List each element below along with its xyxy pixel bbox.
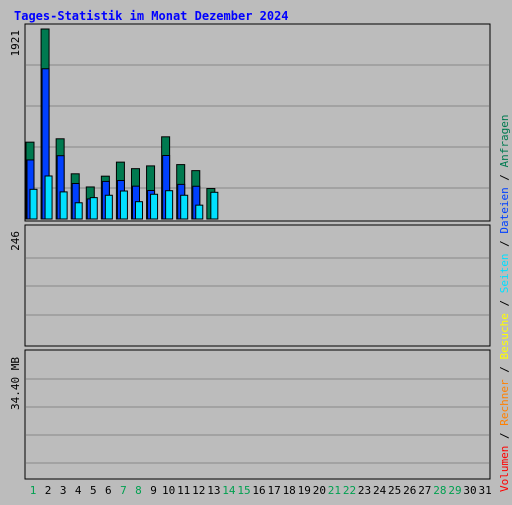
legend-item-rechner: Rechner [498, 379, 511, 426]
x-tick-label-29: 29 [448, 484, 461, 497]
bar-seiten-8 [134, 201, 143, 220]
bar-seiten-10 [165, 190, 174, 220]
x-tick-label-10: 10 [162, 484, 175, 497]
x-tick-label-23: 23 [358, 484, 371, 497]
bar-seiten-9 [150, 193, 159, 220]
bar-seiten-13 [210, 191, 219, 220]
chart-title: Tages-Statistik im Monat Dezember 2024 [14, 9, 289, 23]
x-tick-label-14: 14 [222, 484, 236, 497]
bar-seiten-6 [104, 194, 113, 220]
x-tick-label-8: 8 [135, 484, 142, 497]
x-tick-label-28: 28 [433, 484, 446, 497]
legend-separator: / [498, 360, 511, 380]
x-tick-label-4: 4 [75, 484, 82, 497]
bar-seiten-5 [89, 197, 98, 220]
legend-item-anfragen: Anfragen [498, 114, 511, 167]
x-tick-label-17: 17 [267, 484, 280, 497]
x-tick-label-13: 13 [207, 484, 220, 497]
legend-item-seiten: Seiten [498, 254, 511, 294]
x-tick-label-3: 3 [60, 484, 67, 497]
x-tick-label-18: 18 [283, 484, 296, 497]
y-max-label-1: 1921 [9, 30, 22, 57]
x-tick-label-21: 21 [328, 484, 341, 497]
x-tick-label-30: 30 [463, 484, 476, 497]
legend-separator: / [498, 167, 511, 187]
y-max-label-2: 246 [9, 231, 22, 251]
legend: Volumen / Rechner / Besuche / Seiten / D… [498, 114, 511, 492]
x-tick-label-24: 24 [373, 484, 387, 497]
bar-seiten-2 [44, 175, 53, 220]
panels-layer [24, 23, 491, 480]
x-tick-label-12: 12 [192, 484, 205, 497]
panel-frame-3 [24, 349, 491, 480]
x-tick-label-6: 6 [105, 484, 112, 497]
x-tick-label-19: 19 [298, 484, 311, 497]
bars-layer [25, 28, 219, 220]
bar-seiten-7 [119, 190, 128, 220]
bar-seiten-3 [59, 191, 68, 220]
x-tick-label-2: 2 [45, 484, 52, 497]
x-tick-label-7: 7 [120, 484, 127, 497]
x-tick-label-26: 26 [403, 484, 416, 497]
x-tick-label-15: 15 [237, 484, 250, 497]
legend-item-dateien: Dateien [498, 187, 511, 233]
legend-item-volumen: Volumen [498, 446, 511, 492]
x-tick-label-25: 25 [388, 484, 401, 497]
x-tick-label-1: 1 [30, 484, 37, 497]
x-tick-label-9: 9 [150, 484, 157, 497]
x-tick-label-16: 16 [252, 484, 265, 497]
x-tick-label-31: 31 [478, 484, 491, 497]
x-tick-label-27: 27 [418, 484, 431, 497]
legend-item-besuche: Besuche [498, 313, 511, 359]
x-tick-label-5: 5 [90, 484, 97, 497]
legend-separator: / [498, 234, 511, 254]
bar-seiten-4 [74, 202, 83, 220]
bar-seiten-11 [180, 194, 189, 220]
x-tick-label-11: 11 [177, 484, 190, 497]
x-tick-label-20: 20 [313, 484, 326, 497]
bar-seiten-1 [29, 188, 38, 220]
legend-separator: / [498, 293, 511, 313]
bar-seiten-12 [195, 204, 204, 220]
y-max-label-3: 34.40 MB [9, 357, 22, 410]
legend-separator: / [498, 426, 511, 446]
x-tick-label-22: 22 [343, 484, 356, 497]
